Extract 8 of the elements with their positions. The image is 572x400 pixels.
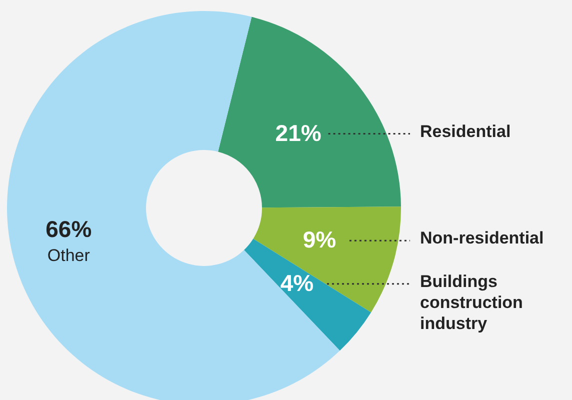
slice-label: Residential bbox=[420, 122, 511, 141]
slice-label: Buildings construction industry bbox=[420, 272, 523, 333]
slice-label: Other bbox=[47, 246, 90, 265]
data-label: 4% bbox=[280, 270, 314, 296]
data-label: 66% bbox=[46, 216, 92, 242]
data-label: 21% bbox=[275, 120, 322, 146]
data-label: 9% bbox=[302, 226, 336, 253]
slice-label: Non-residential bbox=[420, 228, 544, 248]
